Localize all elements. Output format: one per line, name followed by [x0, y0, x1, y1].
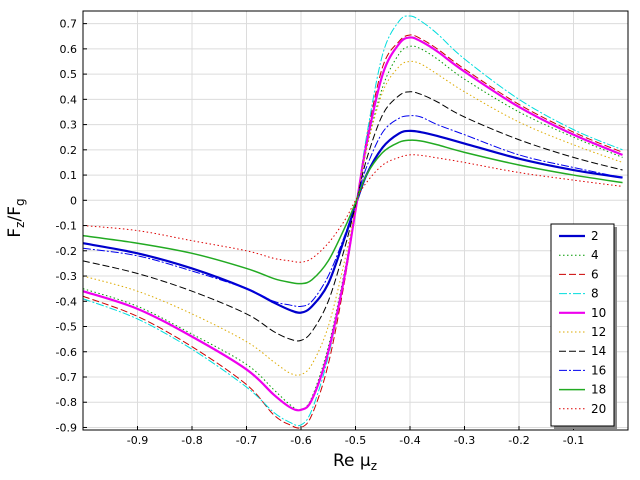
y-axis-label-den-sub: g: [13, 198, 27, 206]
x-tick-label: -0.1: [563, 434, 584, 447]
x-tick-label: -0.8: [181, 434, 202, 447]
x-tick-label: -0.6: [290, 434, 311, 447]
y-axis-label-sep: /: [5, 216, 25, 222]
legend-label-6: 6: [591, 267, 599, 281]
legend-label-18: 18: [591, 383, 606, 397]
y-tick-label: 0.1: [60, 169, 78, 182]
y-tick-label: 0.3: [60, 119, 78, 132]
series-line-14: [82, 91, 623, 342]
legend-label-16: 16: [591, 363, 606, 377]
x-tick-label: -0.5: [345, 434, 366, 447]
x-tick-labels: -0.9 -0.8 -0.7 -0.6 -0.5 -0.4 -0.3 -0.2 -0.1: [127, 434, 584, 447]
legend: 2 4 6 8 10 12 14 16 18 20: [550, 223, 617, 429]
x-tick-label: -0.9: [127, 434, 148, 447]
y-tick-label: -0.4: [56, 295, 77, 308]
y-axis-label-num-sub: z: [13, 222, 27, 228]
legend-label-12: 12: [591, 325, 606, 339]
series-layer: [82, 15, 623, 429]
y-tick-label: -0.1: [56, 220, 77, 233]
y-axis-label-num: F: [5, 228, 25, 238]
legend-label-20: 20: [591, 402, 606, 416]
y-tick-label: -0.7: [56, 371, 77, 384]
y-axis-label: Fz/Fg: [5, 198, 27, 237]
series-line-10: [82, 36, 623, 412]
series-line-18: [82, 139, 623, 285]
y-tick-label: 0.6: [60, 43, 78, 56]
legend-label-4: 4: [591, 248, 599, 262]
grid: [83, 11, 628, 430]
x-axis-label-sub: z: [371, 459, 377, 473]
y-tick-label: -0.8: [56, 396, 77, 409]
y-tick-label: 0.5: [60, 68, 78, 81]
series-line-12: [82, 60, 623, 376]
y-tick-labels: -0.9 -0.8 -0.7 -0.6 -0.5 -0.4 -0.3 -0.2 -0.1 0 0.1…: [56, 18, 77, 435]
x-axis-label-main: Re μ: [333, 451, 371, 471]
ticks: [83, 23, 574, 430]
legend-label-8: 8: [591, 287, 599, 301]
legend-box: [550, 223, 615, 427]
y-tick-label: 0: [70, 194, 77, 207]
y-tick-label: -0.9: [56, 421, 77, 434]
y-tick-label: -0.3: [56, 270, 77, 283]
y-tick-label: 0.7: [60, 18, 78, 31]
legend-label-10: 10: [591, 306, 606, 320]
x-tick-label: -0.4: [399, 434, 420, 447]
series-line-20: [82, 154, 623, 263]
y-tick-label: -0.6: [56, 346, 77, 359]
x-axis-label: Re μz: [333, 451, 377, 473]
y-tick-label: -0.5: [56, 321, 77, 334]
y-tick-label: -0.2: [56, 245, 77, 258]
legend-label-2: 2: [591, 229, 599, 243]
x-tick-label: -0.2: [508, 434, 529, 447]
y-axis-label-den: F: [5, 206, 25, 216]
y-tick-label: 0.2: [60, 144, 78, 157]
x-tick-label: -0.7: [236, 434, 257, 447]
x-tick-label: -0.3: [454, 434, 475, 447]
y-tick-label: 0.4: [60, 93, 78, 106]
legend-label-14: 14: [591, 344, 606, 358]
